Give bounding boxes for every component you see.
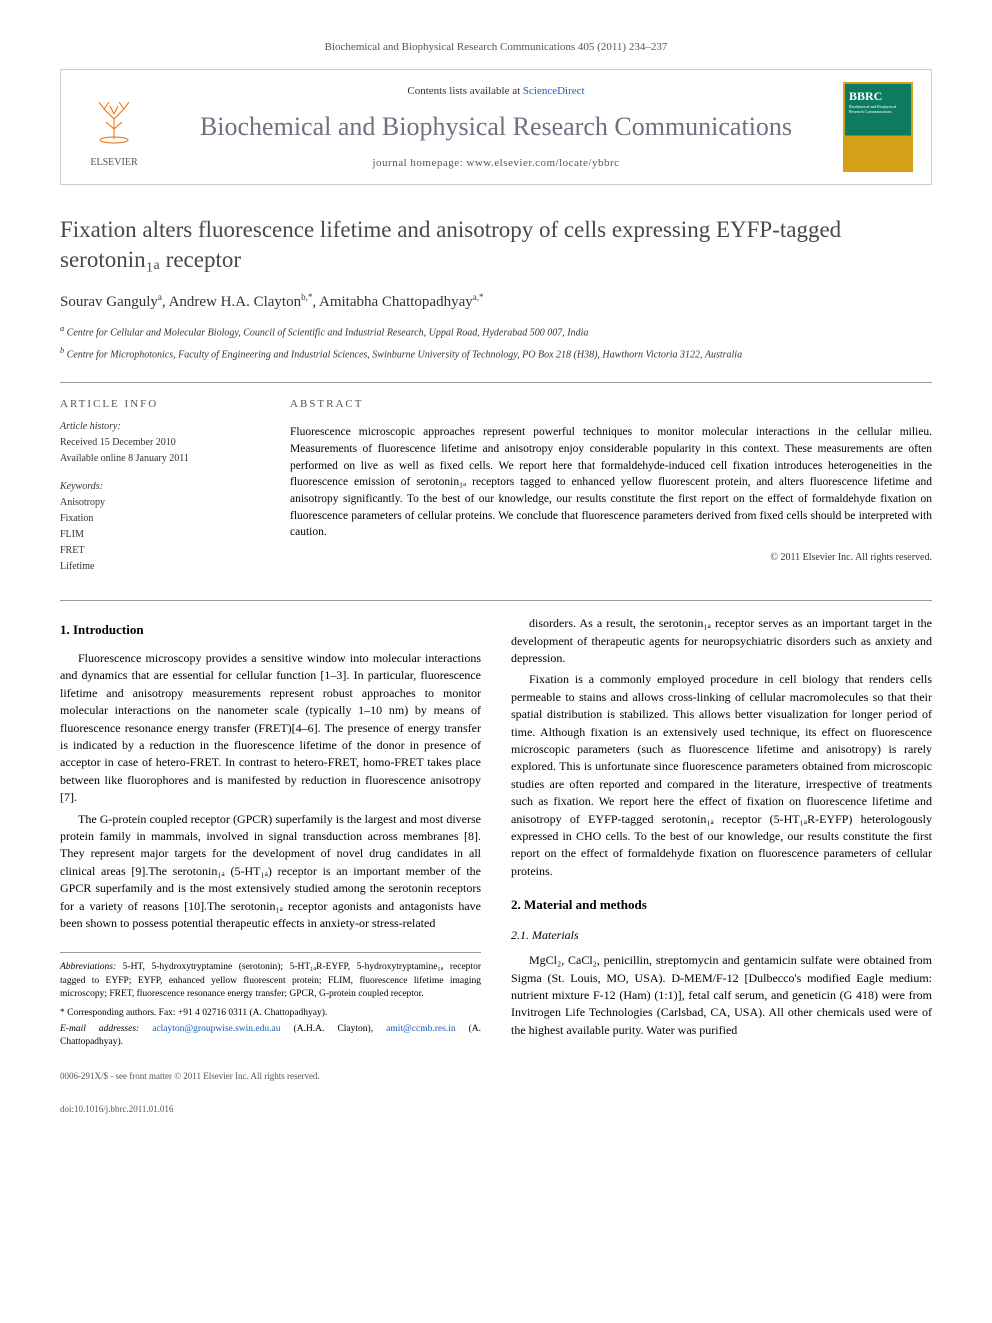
affiliation-b: b Centre for Microphotonics, Faculty of … — [60, 345, 932, 362]
abbreviations: Abbreviations: 5-HT, 5-hydroxytryptamine… — [60, 961, 481, 1001]
info-abstract-row: ARTICLE INFO Article history: Received 1… — [60, 397, 932, 576]
keyword: Anisotropy — [60, 496, 260, 510]
journal-cover-thumbnail: BBRC Biochemical and Biophysical Researc… — [843, 82, 913, 172]
info-heading: ARTICLE INFO — [60, 397, 260, 412]
author-2-affil: b,* — [301, 292, 312, 302]
email-line: E-mail addresses: aclayton@groupwise.swi… — [60, 1023, 481, 1050]
section-2-heading: 2. Material and methods — [511, 896, 932, 915]
citation-line: Biochemical and Biophysical Research Com… — [60, 40, 932, 55]
sciencedirect-link[interactable]: ScienceDirect — [523, 85, 585, 97]
contents-prefix: Contents lists available at — [407, 85, 522, 97]
author-1-affil: a — [158, 292, 162, 302]
abstract-copyright: © 2011 Elsevier Inc. All rights reserved… — [290, 551, 932, 565]
publisher-name: ELSEVIER — [90, 156, 137, 170]
author-2: Andrew H.A. Clayton — [169, 294, 301, 310]
affiliation-a: a Centre for Cellular and Molecular Biol… — [60, 323, 932, 340]
section-2-1-heading: 2.1. Materials — [511, 927, 932, 944]
abbrev-text: 5-HT, 5-hydroxytryptamine (serotonin); 5… — [60, 962, 481, 999]
article-info-column: ARTICLE INFO Article history: Received 1… — [60, 397, 260, 576]
author-1: Sourav Ganguly — [60, 294, 158, 310]
homepage-url: www.elsevier.com/locate/ybbrc — [466, 157, 619, 169]
paragraph: The G-protein coupled receptor (GPCR) su… — [60, 811, 481, 933]
divider-top — [60, 382, 932, 383]
paragraph: Fluorescence microscopy provides a sensi… — [60, 650, 481, 807]
footer-doi: doi:10.1016/j.bbrc.2011.01.016 — [60, 1103, 932, 1116]
contents-line: Contents lists available at ScienceDirec… — [169, 84, 823, 99]
paragraph: Fixation is a commonly employed procedur… — [511, 671, 932, 880]
abstract-column: ABSTRACT Fluorescence microscopic approa… — [290, 397, 932, 576]
abstract-heading: ABSTRACT — [290, 397, 932, 412]
keyword: FRET — [60, 544, 260, 558]
authors-line: Sourav Gangulya, Andrew H.A. Claytonb,*,… — [60, 291, 932, 313]
footer-copyright: 0006-291X/$ - see front matter © 2011 El… — [60, 1070, 932, 1083]
journal-header: ELSEVIER Contents lists available at Sci… — [60, 69, 932, 185]
paragraph: MgCl₂, CaCl₂, penicillin, streptomycin a… — [511, 952, 932, 1039]
received-date: Received 15 December 2010 — [60, 436, 260, 450]
header-center: Contents lists available at ScienceDirec… — [169, 84, 823, 171]
email-label: E-mail addresses: — [60, 1024, 139, 1034]
email-link-2[interactable]: amit@ccmb.res.in — [386, 1024, 455, 1034]
author-3-affil: a,* — [473, 292, 484, 302]
section-1-heading: 1. Introduction — [60, 621, 481, 640]
cover-subtitle: Biochemical and Biophysical Research Com… — [849, 105, 907, 115]
body-columns: 1. Introduction Fluorescence microscopy … — [60, 615, 932, 1050]
abstract-text: Fluorescence microscopic approaches repr… — [290, 424, 932, 541]
available-date: Available online 8 January 2011 — [60, 452, 260, 466]
keyword: Lifetime — [60, 560, 260, 574]
divider-mid — [60, 600, 932, 601]
cover-bbrc: BBRC — [849, 88, 907, 105]
email-link-1[interactable]: aclayton@groupwise.swin.edu.au — [152, 1024, 280, 1034]
keyword: FLIM — [60, 528, 260, 542]
article-title: Fixation alters fluorescence lifetime an… — [60, 215, 932, 275]
elsevier-tree-icon — [84, 84, 144, 154]
elsevier-logo: ELSEVIER — [79, 87, 149, 167]
cover-top: BBRC Biochemical and Biophysical Researc… — [849, 88, 907, 166]
homepage-line: journal homepage: www.elsevier.com/locat… — [169, 156, 823, 171]
journal-title: Biochemical and Biophysical Research Com… — [169, 109, 823, 145]
abbrev-label: Abbreviations: — [60, 962, 116, 972]
keyword: Fixation — [60, 512, 260, 526]
corresponding-note: * Corresponding authors. Fax: +91 4 0271… — [60, 1007, 481, 1020]
keywords-heading: Keywords: — [60, 480, 260, 494]
email-who-1: (A.H.A. Clayton), — [294, 1024, 374, 1034]
footnotes-block: Abbreviations: 5-HT, 5-hydroxytryptamine… — [60, 952, 481, 1049]
history-heading: Article history: — [60, 420, 260, 434]
author-3: Amitabha Chattopadhyay — [319, 294, 473, 310]
paragraph: disorders. As a result, the serotonin₁ₐ … — [511, 615, 932, 667]
homepage-label: journal homepage: — [373, 157, 467, 169]
